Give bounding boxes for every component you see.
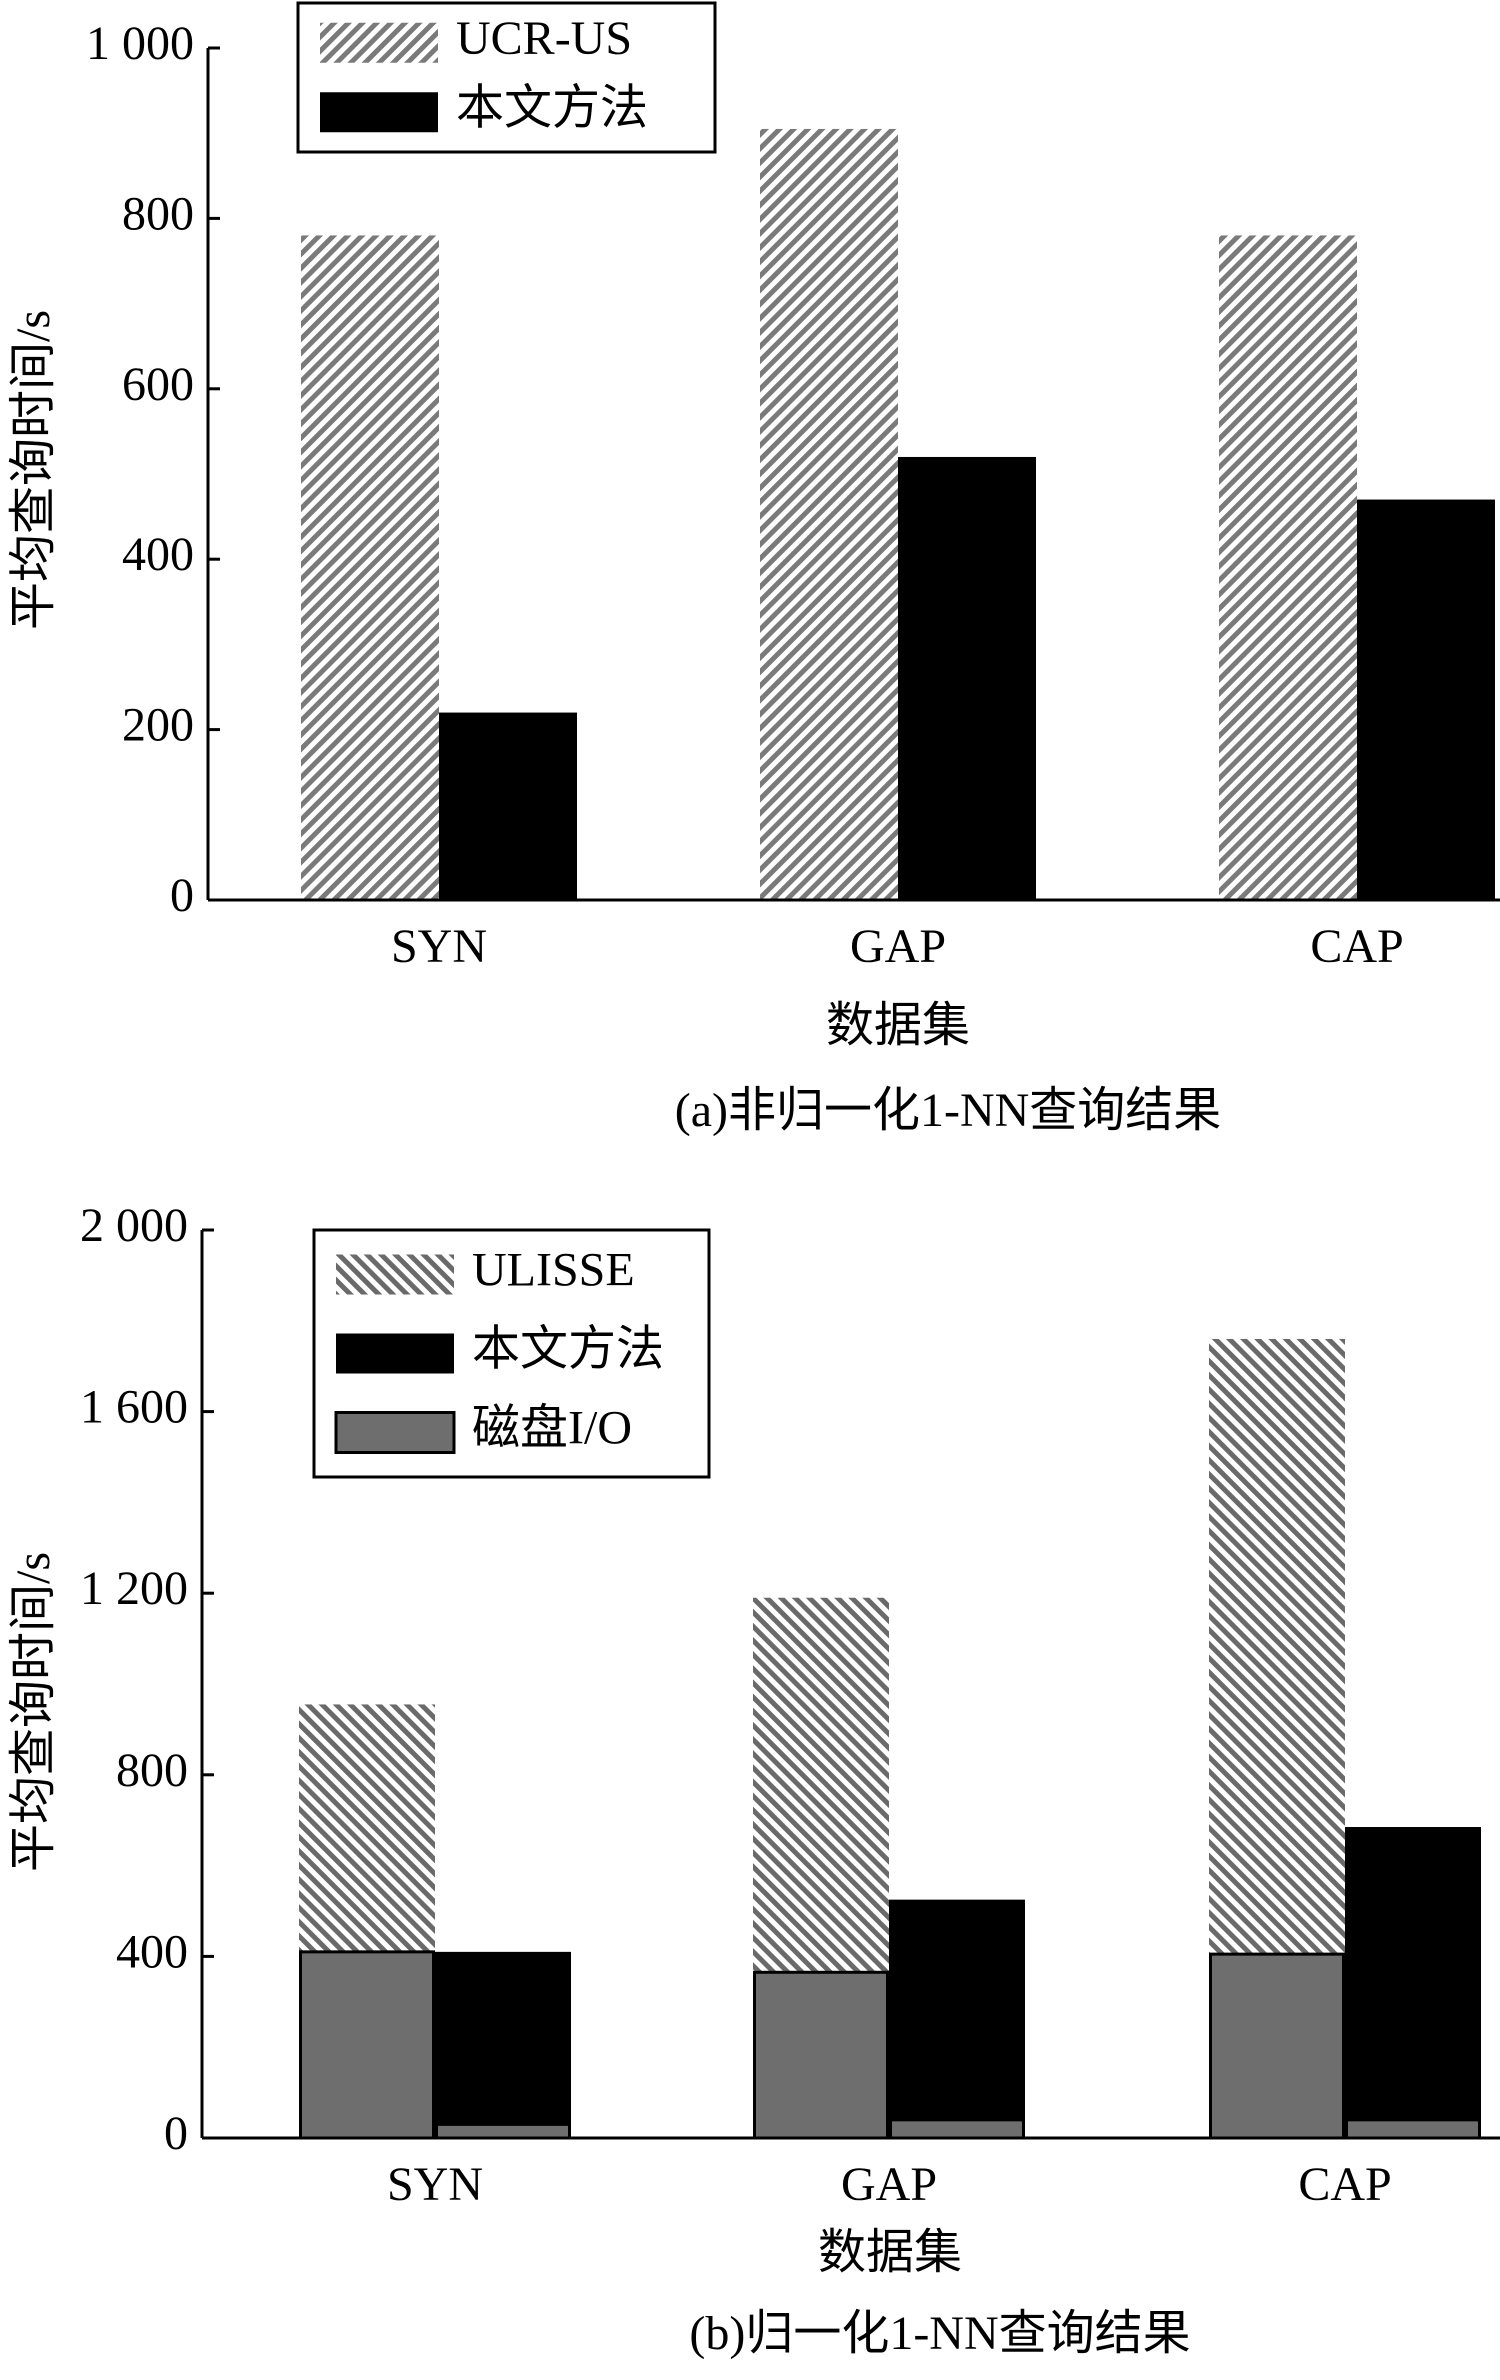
legend-label: 磁盘I/O <box>472 1402 632 1455</box>
bar <box>1345 1827 1481 2138</box>
x-tick-label: GAP <box>850 920 946 973</box>
disk-io-bar <box>435 2122 571 2140</box>
bar <box>439 712 577 900</box>
legend-label: 本文方法 <box>472 1323 664 1376</box>
legend-swatch <box>336 1333 454 1374</box>
x-axis-title: 数据集 <box>818 2226 962 2279</box>
y-tick-label: 400 <box>116 1925 188 1978</box>
bar <box>889 1899 1025 2138</box>
x-tick-label: CAP <box>1298 2158 1391 2211</box>
y-tick-label: 0 <box>170 869 194 922</box>
disk-io-bar <box>753 1970 889 2140</box>
disk-io-bar <box>889 2118 1025 2140</box>
legend-swatch <box>336 1254 454 1295</box>
legend-swatch <box>320 92 438 133</box>
x-tick-label: SYN <box>391 920 487 973</box>
y-tick-label: 1 600 <box>80 1381 188 1434</box>
legend-label: 本文方法 <box>456 81 648 134</box>
bar <box>898 456 1036 900</box>
x-tick-label: SYN <box>387 2158 483 2211</box>
disk-io-bar <box>1209 1952 1345 2140</box>
y-tick-label: 2 000 <box>80 1199 188 1252</box>
bar <box>435 1951 571 2138</box>
y-tick-label: 600 <box>122 358 194 411</box>
y-tick-label: 1 000 <box>86 17 194 70</box>
bar <box>301 235 439 900</box>
x-axis-title: 数据集 <box>826 999 970 1052</box>
bar <box>1219 235 1357 900</box>
y-tick-label: 800 <box>122 187 194 240</box>
disk-io-bar <box>1345 2118 1481 2140</box>
bar <box>760 128 898 900</box>
disk-io-bar <box>299 1950 435 2140</box>
caption: (b)归一化1-NN查询结果 <box>689 2307 1190 2360</box>
x-tick-label: GAP <box>841 2158 937 2211</box>
y-tick-label: 200 <box>122 699 194 752</box>
legend-swatch <box>320 22 438 63</box>
caption: (a)非归一化1-NN查询结果 <box>675 1084 1222 1137</box>
legend-label: ULISSE <box>472 1244 635 1297</box>
x-tick-label: CAP <box>1310 920 1403 973</box>
y-tick-label: 0 <box>164 2107 188 2160</box>
legend-swatch <box>334 1411 456 1454</box>
legend-label: UCR-US <box>456 12 632 65</box>
y-tick-label: 1 200 <box>80 1562 188 1615</box>
y-tick-label: 400 <box>122 528 194 581</box>
bar <box>1357 499 1495 900</box>
y-axis-title: 平均查询时间/s <box>7 310 60 630</box>
y-tick-label: 800 <box>116 1744 188 1797</box>
y-axis-title: 平均查询时间/s <box>7 1552 60 1872</box>
